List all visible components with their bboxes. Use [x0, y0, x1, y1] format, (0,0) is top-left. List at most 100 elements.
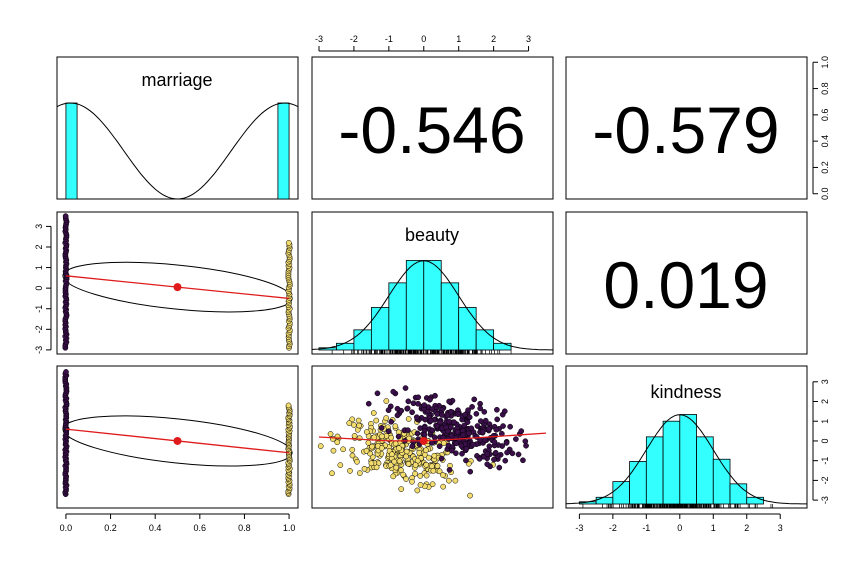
panel-frame — [311, 56, 554, 200]
data-point-group-0 — [436, 443, 443, 450]
variable-label-marriage: marriage — [141, 70, 212, 90]
data-point-group-0 — [470, 441, 476, 448]
data-point-group-1 — [391, 458, 398, 465]
data-point-group-1 — [363, 447, 370, 454]
tick-label: 0.8 — [238, 523, 251, 533]
bottom-axis-marriage: 0.0 0.2 0.4 0.6 0.8 1.0 — [60, 513, 295, 533]
data-point-group-1 — [388, 434, 395, 441]
data-point-group-0 — [484, 461, 491, 468]
data-point-group-0 — [63, 369, 69, 375]
data-point-group-1 — [417, 482, 424, 488]
data-point-group-1 — [405, 461, 412, 467]
tick-label: 1.0 — [820, 56, 830, 69]
data-point-group-1 — [349, 452, 356, 459]
tick-label: 2 — [34, 244, 44, 249]
data-point-group-0 — [448, 447, 455, 454]
data-point-group-1 — [390, 473, 397, 480]
tick-label: -1 — [820, 457, 830, 465]
tick-label: 1 — [820, 419, 830, 424]
data-point-group-0 — [461, 422, 468, 429]
data-point-group-1 — [440, 472, 446, 478]
data-point-group-0 — [463, 457, 469, 464]
histogram-bar — [629, 461, 647, 505]
tick-label: -1 — [34, 305, 44, 313]
data-point-group-1 — [378, 445, 385, 451]
histogram-bar — [336, 342, 355, 351]
data-point-group-0 — [502, 457, 509, 464]
tick-label: -3 — [575, 523, 583, 533]
data-point-group-0 — [466, 430, 472, 437]
data-point-group-1 — [403, 476, 409, 482]
data-point-group-0 — [473, 410, 480, 417]
tick-label: 0.6 — [194, 523, 207, 533]
data-point-group-0 — [394, 412, 401, 419]
data-point-group-1 — [417, 473, 424, 479]
data-point-group-1 — [383, 415, 390, 421]
tick-label: 2 — [820, 399, 830, 404]
data-point-group-1 — [393, 464, 400, 471]
tick-label: -3 — [820, 496, 830, 504]
data-point-group-0 — [429, 406, 436, 413]
data-point-group-0 — [513, 436, 519, 442]
data-point-group-0 — [522, 438, 529, 445]
tick-label: 0.6 — [820, 109, 830, 122]
tick-label: -3 — [315, 34, 323, 44]
histogram-bar — [746, 496, 764, 505]
data-point-group-1 — [334, 439, 341, 446]
data-point-group-1 — [354, 458, 360, 465]
data-point-group-0 — [415, 394, 422, 401]
data-point-group-0 — [467, 468, 474, 475]
data-point-group-0 — [490, 432, 497, 439]
data-point-group-0 — [394, 405, 401, 412]
data-point-group-0 — [473, 434, 480, 440]
data-point-group-0 — [405, 427, 411, 434]
data-point-group-0 — [494, 416, 501, 423]
data-point-group-0 — [518, 428, 525, 434]
panel-frame — [565, 211, 808, 355]
data-point-group-1 — [423, 472, 430, 479]
data-point-group-1 — [409, 478, 415, 485]
panel-corr-marriage-kindness: -0.579 — [565, 56, 808, 200]
tick-label: 0 — [820, 438, 830, 443]
histogram-bar — [277, 102, 290, 200]
tick-label: 0.4 — [149, 523, 162, 533]
data-point-group-1 — [329, 470, 335, 477]
data-point-group-1 — [403, 448, 410, 455]
data-point-group-0 — [413, 414, 420, 421]
data-point-group-0 — [427, 417, 434, 424]
marriage-kindness-scatter — [62, 369, 293, 498]
data-point-group-1 — [349, 416, 356, 423]
data-point-group-1 — [392, 423, 399, 430]
data-point-group-0 — [421, 431, 428, 438]
data-point-group-1 — [452, 477, 459, 484]
histogram-bar — [475, 329, 495, 351]
tick-label: 3 — [778, 523, 783, 533]
data-point-group-0 — [481, 408, 488, 415]
correlation-ellipse — [62, 415, 293, 467]
data-point-group-0 — [395, 433, 402, 440]
data-point-group-0 — [62, 213, 69, 219]
histogram-bar — [696, 436, 714, 505]
histogram-bar — [370, 307, 390, 351]
data-point-group-0 — [432, 392, 438, 399]
panel-corr-marriage-beauty: -0.546 — [311, 56, 554, 200]
data-point-group-0 — [405, 398, 412, 405]
tick-label: 3 — [34, 224, 44, 229]
tick-label: -1 — [642, 523, 650, 533]
data-point-group-1 — [446, 477, 452, 484]
histogram-bar — [423, 260, 442, 351]
data-point-group-1 — [373, 417, 380, 424]
data-point-group-0 — [509, 450, 516, 457]
tick-label: 0 — [421, 34, 426, 44]
tick-label: 0.4 — [820, 135, 830, 148]
panel-frame — [565, 56, 808, 200]
data-point-group-0 — [451, 419, 457, 425]
data-point-group-1 — [416, 449, 423, 456]
data-point-group-0 — [481, 436, 488, 443]
histogram-bar — [458, 307, 477, 351]
data-point-group-0 — [494, 406, 500, 413]
data-point-group-0 — [479, 428, 486, 435]
data-point-group-0 — [459, 450, 465, 457]
data-point-group-0 — [476, 455, 483, 462]
